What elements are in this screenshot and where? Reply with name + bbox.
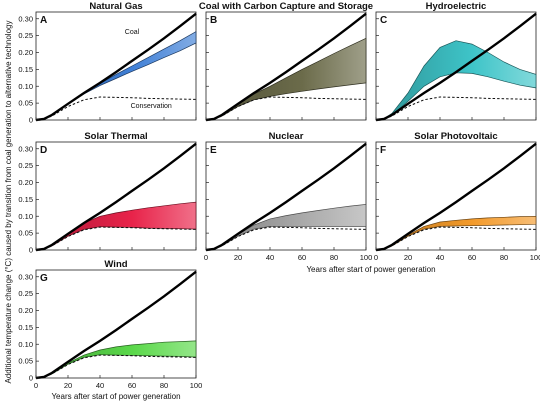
coal-line [205,142,367,252]
technology-band [35,201,197,251]
x-tick-label: 60 [468,253,476,262]
x-tick-label: 80 [160,381,168,390]
panel-title: Wind [104,259,127,270]
panel-title: Nuclear [269,131,304,142]
x-tick-label: 20 [404,253,412,262]
coal-line [35,270,197,380]
panel-frame [35,141,197,251]
y-tick-label: 0.25 [18,31,33,40]
panel-g: 0 20 40 60 80 100 0 0.05 0.10 0.15 0.20 0.25 0.30 Win… [18,259,202,390]
y-tick-label: 0.05 [18,357,33,366]
panel-title: Solar Thermal [84,131,147,142]
coal-line [35,12,197,122]
x-tick-label: 60 [128,381,136,390]
y-tick-label: 0.20 [18,178,33,187]
y-tick-label: 0.10 [18,82,33,91]
x-tick-label: 60 [298,253,306,262]
panel-letter: A [40,15,47,26]
panel-letter: C [380,15,387,26]
technology-band [205,204,367,251]
panel-frame [375,11,537,121]
conservation-label: Conservation [131,103,172,110]
panel-letter: G [40,273,48,284]
x-tick-label: 20 [64,381,72,390]
x-tick-label: 0 [204,253,208,262]
x-tick-label: 40 [436,253,444,262]
x-axis-label-lower: Years after start of power generation [51,392,180,401]
x-tick-label: 0 [374,253,378,262]
coal-line [205,12,367,122]
panel-title: Solar Photovoltaic [414,131,497,142]
x-tick-label: 40 [266,253,274,262]
panel-c: Hydroelectric C [375,1,537,122]
y-tick-label: 0.10 [18,340,33,349]
x-tick-label: 100 [530,253,540,262]
panel-d: 0 0.05 0.10 0.15 0.20 0.25 0.30 Solar Thermal D [18,131,197,255]
technology-band [35,30,197,121]
technology-band [375,40,537,121]
y-tick-label: 0.30 [18,144,33,153]
x-tick-label: 0 [34,381,38,390]
y-axis-label: Additional temperature change (°C) cause… [4,21,13,384]
y-tick-label: 0 [29,374,33,383]
y-tick-label: 0.30 [18,272,33,281]
y-tick-label: 0.10 [18,212,33,221]
panel-title: Coal with Carbon Capture and Storage [199,1,373,12]
panel-b: Coal with Carbon Capture and Storage B [199,1,373,122]
x-axis-label-upper: Years after start of power generation [306,265,435,274]
panel-letter: F [380,145,386,156]
technology-band [375,215,537,251]
panel-frame [35,11,197,121]
y-tick-label: 0.05 [18,99,33,108]
x-tick-label: 80 [330,253,338,262]
x-tick-label: 20 [234,253,242,262]
coal-line [375,12,537,122]
y-tick-label: 0.20 [18,306,33,315]
y-tick-label: 0 [29,246,33,255]
panel-e: 0 20 40 60 80 100 Nuclear E [204,131,372,262]
panel-frame [35,269,197,379]
y-tick-label: 0.15 [18,323,33,332]
y-tick-label: 0 [29,116,33,125]
y-tick-label: 0.30 [18,14,33,23]
y-tick-label: 0.25 [18,161,33,170]
panel-f: 0 20 40 60 80 100 Solar Photovoltaic F [374,131,540,262]
x-tick-label: 40 [96,381,104,390]
y-tick-label: 0.15 [18,65,33,74]
panel-a: 0 0.05 0.10 0.15 0.20 0.25 0.30 Natural Gas A Coa… [18,1,197,125]
panel-title: Hydroelectric [426,1,487,12]
coal-line [375,142,537,252]
coal-label: Coal [125,29,140,36]
y-tick-label: 0.15 [18,195,33,204]
technology-band [35,340,197,379]
panel-letter: D [40,145,47,156]
technology-band [205,37,367,121]
panel-letter: B [210,15,217,26]
panel-title: Natural Gas [89,1,142,12]
y-tick-label: 0.05 [18,229,33,238]
panel-letter: E [210,145,217,156]
y-tick-label: 0.25 [18,289,33,298]
panel-frame [375,141,537,251]
x-tick-label: 80 [500,253,508,262]
y-tick-label: 0.20 [18,48,33,57]
x-tick-label: 100 [190,381,203,390]
x-tick-label: 100 [360,253,373,262]
coal-line [35,142,197,252]
panel-frame [205,141,367,251]
